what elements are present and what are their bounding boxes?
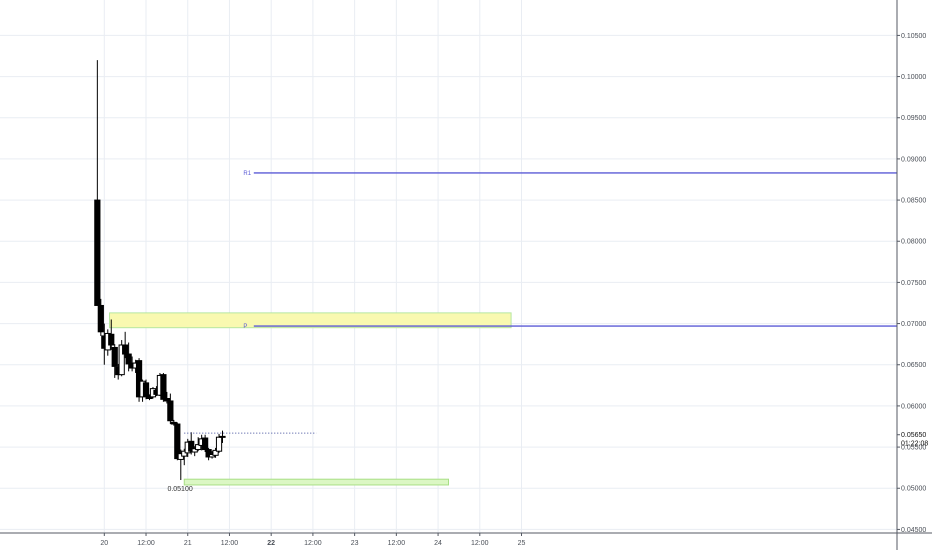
x-tick-label: 24	[434, 540, 442, 547]
candle-body	[195, 444, 202, 451]
candle-body	[125, 353, 132, 365]
x-tick-label: 22	[267, 540, 275, 547]
y-tick-label: 0.06000	[901, 403, 926, 410]
candle-body	[205, 449, 212, 458]
candle-body	[215, 436, 223, 452]
candle-body	[108, 333, 115, 346]
candle[interactable]	[142, 379, 150, 400]
x-axis[interactable]: 20 12:00 21 12:00 22 12:00 23 12:00 24 12:00 25	[0, 532, 932, 547]
x-tick-label: 12:00	[304, 540, 322, 547]
y-tick-label: 0.05000	[901, 486, 926, 493]
candle-body	[174, 423, 181, 460]
y-tick-label: 0.06500	[901, 362, 926, 369]
candle-body	[212, 449, 219, 456]
candle-body	[160, 374, 167, 400]
x-tick-label: 20	[100, 540, 108, 547]
candle-body	[181, 450, 188, 457]
y-tick-label: 0.05500	[901, 445, 926, 452]
candle[interactable]	[118, 340, 125, 377]
candle[interactable]	[135, 358, 143, 402]
candle-body	[97, 304, 104, 333]
y-tick-label: 0.10000	[901, 74, 926, 81]
overlay-layer: 0.05100	[167, 432, 317, 493]
x-tick-label: 12:00	[137, 540, 155, 547]
candle[interactable]	[205, 447, 212, 461]
x-tick-label: 12:00	[221, 540, 239, 547]
y-tick-label: 0.07500	[901, 280, 926, 287]
candle[interactable]	[167, 393, 174, 425]
candle[interactable]	[122, 331, 129, 359]
p-level-label: P	[243, 324, 247, 330]
y-tick-label: 0.08500	[901, 198, 926, 205]
r1-level-label: R1	[243, 171, 251, 177]
y-tick-label: 0.04500	[901, 527, 926, 534]
candle-body	[202, 437, 209, 451]
y-tick-label: 0.09500	[901, 115, 926, 122]
candle-body	[219, 435, 226, 438]
candle[interactable]	[111, 344, 118, 378]
candle[interactable]	[215, 433, 223, 453]
candle-body	[167, 400, 174, 422]
candle[interactable]	[174, 422, 181, 461]
x-tick-label: 21	[184, 540, 192, 547]
current-price-label: 0.05650	[901, 432, 926, 439]
x-tick-label: 25	[518, 540, 526, 547]
low-price-label: 0.05100	[167, 486, 192, 493]
candle[interactable]	[146, 394, 153, 401]
candle[interactable]	[202, 434, 209, 453]
countdown-label: 01:22:08	[901, 440, 928, 447]
candle[interactable]	[188, 432, 195, 455]
grid-lines	[0, 0, 897, 533]
candle-body	[122, 344, 129, 355]
candle[interactable]	[94, 60, 101, 306]
demand-zone[interactable]	[183, 478, 449, 486]
x-tick-label: 23	[351, 540, 359, 547]
y-tick-label: 0.07000	[901, 321, 926, 328]
x-tick-label: 12:00	[388, 540, 406, 547]
candles-layer	[94, 60, 226, 481]
candle-body	[188, 440, 195, 452]
levels-layer: R1 P	[243, 171, 897, 330]
candle[interactable]	[163, 391, 170, 404]
candle-body	[191, 448, 198, 453]
zones-layer	[109, 312, 512, 486]
candle-body	[146, 396, 153, 400]
candle-body	[135, 360, 143, 398]
candle[interactable]	[191, 446, 198, 457]
candle[interactable]	[212, 447, 219, 458]
candle[interactable]	[195, 437, 202, 452]
candle-body	[163, 398, 170, 402]
y-tick-label: 0.09000	[901, 156, 926, 163]
supply-zone[interactable]	[109, 312, 512, 329]
candle-body	[170, 421, 177, 425]
candle[interactable]	[219, 430, 226, 443]
y-axis[interactable]: 0.10500 0.10000 0.09500 0.09000 0.08500 0.080…	[896, 0, 928, 550]
candle[interactable]	[160, 372, 167, 402]
candle-body	[118, 344, 125, 376]
y-tick-label: 0.10500	[901, 33, 926, 40]
candle[interactable]	[181, 448, 188, 466]
candle[interactable]	[97, 298, 104, 336]
candle[interactable]	[170, 419, 177, 426]
candle[interactable]	[125, 342, 132, 372]
x-tick-label: 12:00	[471, 540, 489, 547]
candle[interactable]	[108, 319, 115, 350]
candle-body	[94, 199, 101, 306]
candle-body	[142, 382, 150, 397]
candle-body	[111, 346, 118, 367]
y-tick-label: 0.08000	[901, 239, 926, 246]
